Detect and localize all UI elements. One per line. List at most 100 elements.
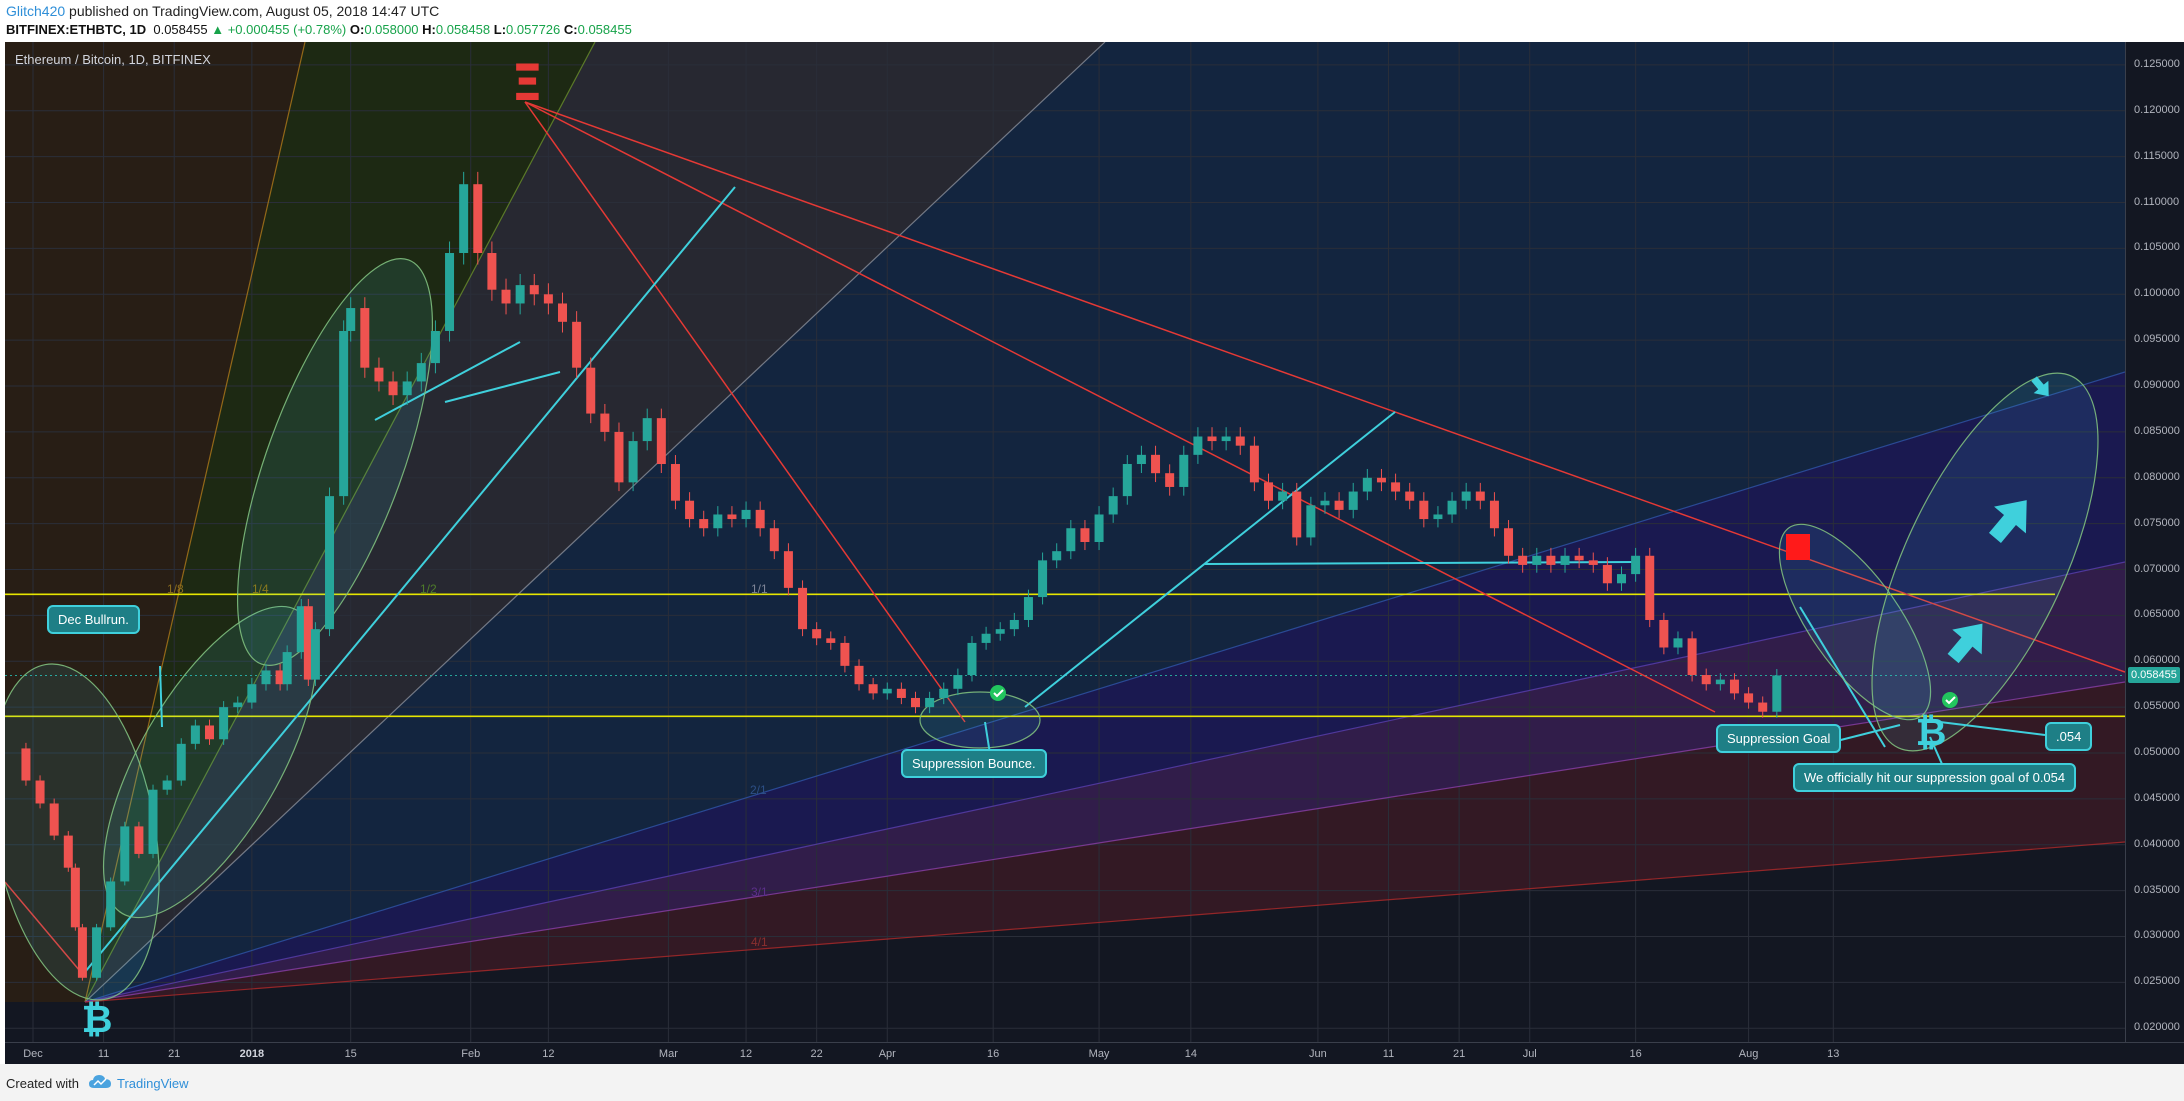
candle-body-86 — [1179, 454, 1189, 487]
candle-body-99 — [1362, 477, 1372, 492]
price-tick-label: 0.045000 — [2134, 791, 2180, 804]
candle-body-124 — [1715, 679, 1725, 685]
candle-body-61 — [826, 638, 836, 643]
candle-body-51 — [685, 500, 695, 520]
candle-body-78 — [1066, 528, 1076, 552]
callout-pointer-0 — [159, 665, 163, 728]
tradingview-link[interactable]: TradingView — [117, 1076, 189, 1091]
eth-symbol-icon: Ξ — [511, 54, 543, 112]
candle-body-71 — [967, 642, 977, 676]
dec-bullrun-callout[interactable]: Dec Bullrun. — [47, 605, 140, 634]
price-tick-label: 0.050000 — [2134, 746, 2180, 758]
candle-body-58 — [783, 551, 793, 588]
fan-band-blue — [85, 42, 2125, 1002]
time-tick-label: 2018 — [239, 1048, 265, 1060]
red-signal-box — [1786, 534, 1810, 560]
goal-hit-callout[interactable]: We officially hit our suppression goal o… — [1793, 763, 2077, 792]
candle-body-102 — [1405, 491, 1415, 501]
candle-body-59 — [798, 587, 808, 630]
candle-body-70 — [953, 675, 963, 689]
time-tick-label: 21 — [1452, 1048, 1466, 1060]
candle-body-32 — [416, 363, 426, 382]
open-label: O: — [349, 22, 365, 37]
candle-body-9 — [120, 826, 130, 882]
candle-body-104 — [1433, 514, 1443, 520]
candle-body-87 — [1193, 436, 1203, 455]
close-value: 0.058455 — [577, 22, 632, 37]
candle-body-57 — [769, 528, 779, 552]
candle-body-95 — [1306, 505, 1316, 538]
chart-area[interactable]: Ξ ₿ ₿ Ethereum / Bitcoin, 1D, BITFINEX 1/8… — [5, 42, 2125, 1042]
candle-body-18 — [247, 684, 257, 703]
candle-body-109 — [1504, 528, 1514, 556]
time-tick-label: 11 — [1382, 1048, 1395, 1060]
fib-label-1-2: 1/2 — [420, 582, 437, 596]
candle-body-29 — [374, 367, 384, 382]
candle-body-96 — [1320, 500, 1330, 506]
candle-body-98 — [1348, 491, 1358, 510]
chart-title: Ethereum / Bitcoin, 1D, BITFINEX — [15, 52, 211, 67]
price-tick-label: 0.075000 — [2134, 516, 2180, 529]
candle-body-110 — [1518, 555, 1528, 565]
publish-line: Glitch420 published on TradingView.com, … — [6, 3, 439, 19]
target-054-callout[interactable]: .054 — [2045, 722, 2093, 751]
candle-body-84 — [1151, 454, 1161, 474]
price-change: ▲ +0.000455 (+0.78%) — [211, 22, 347, 37]
time-tick-label: 16 — [1629, 1048, 1642, 1060]
candle-body-42 — [558, 303, 567, 322]
candle-body-113 — [1560, 555, 1570, 565]
candle-body-79 — [1080, 528, 1090, 542]
created-with-label: Created with — [6, 1076, 79, 1091]
fan-band-orange — [5, 42, 305, 1002]
candle-body-22 — [296, 606, 306, 653]
candle-body-1 — [21, 748, 31, 781]
candle-body-17 — [233, 702, 243, 708]
candle-body-35 — [459, 184, 469, 254]
candle-body-34 — [445, 253, 455, 331]
candle-body-68 — [925, 697, 935, 708]
last-price: 0.058455 — [153, 22, 208, 37]
check-mark-icon-0 — [993, 689, 1004, 698]
suppression-bounce-callout[interactable]: Suppression Bounce. — [901, 749, 1047, 778]
resistance-line-1 — [524, 101, 1716, 713]
fib-label-2-1: 2/1 — [750, 783, 767, 797]
check-mark-icon-1 — [1945, 696, 1956, 705]
time-tick-label: Jun — [1309, 1048, 1327, 1060]
candle-body-63 — [854, 665, 864, 685]
chart-plot[interactable]: Ξ ₿ ₿ — [5, 42, 2125, 1042]
price-tick-label: 0.025000 — [2134, 975, 2180, 988]
candle-body-47 — [628, 441, 638, 483]
tradingview-cloud-icon[interactable] — [88, 1074, 112, 1090]
resistance-line-2 — [524, 101, 966, 723]
candle-body-90 — [1235, 436, 1245, 446]
time-tick-label: 15 — [344, 1048, 357, 1060]
time-axis[interactable]: Dec 11 21 2018 15 Feb 12 Mar 12 22 Apr 16 May 14 Jun 11… — [5, 1042, 2184, 1065]
candle-body-92 — [1264, 482, 1273, 501]
candle-body-44 — [586, 367, 596, 414]
candle-body-27 — [346, 308, 356, 331]
highlight-ellipse-5 — [1871, 372, 2099, 752]
candle-body-8 — [106, 881, 116, 928]
price-axis[interactable]: 0.125000 0.120000 0.115000 0.110000 0.105000… — [2125, 42, 2184, 1042]
time-tick-label: Jul — [1522, 1048, 1537, 1060]
candle-body-3 — [49, 803, 59, 836]
candle-body-26 — [339, 330, 349, 497]
trend-line-0 — [84, 186, 736, 973]
candle-body-14 — [190, 725, 200, 744]
candle-body-121 — [1673, 638, 1683, 648]
bitcoin-symbol-icon: ₿ — [82, 997, 113, 1041]
callout-pointer-3 — [1929, 736, 1943, 765]
candle-body-88 — [1207, 436, 1217, 442]
price-tick-label: 0.105000 — [2134, 241, 2180, 254]
candle-body-6 — [77, 927, 87, 978]
trend-line-3 — [374, 341, 521, 421]
price-tick-label: 0.100000 — [2134, 287, 2180, 300]
suppression-goal-callout[interactable]: Suppression Goal — [1716, 724, 1842, 753]
candle-body-50 — [670, 464, 680, 501]
price-tick-label: 0.040000 — [2134, 837, 2180, 850]
fan-line-3 — [84, 371, 2125, 1003]
candle-body-49 — [656, 418, 666, 465]
candle-body-54 — [727, 514, 737, 520]
author-link[interactable]: Glitch420 — [6, 3, 66, 19]
candle-body-94 — [1292, 491, 1302, 538]
